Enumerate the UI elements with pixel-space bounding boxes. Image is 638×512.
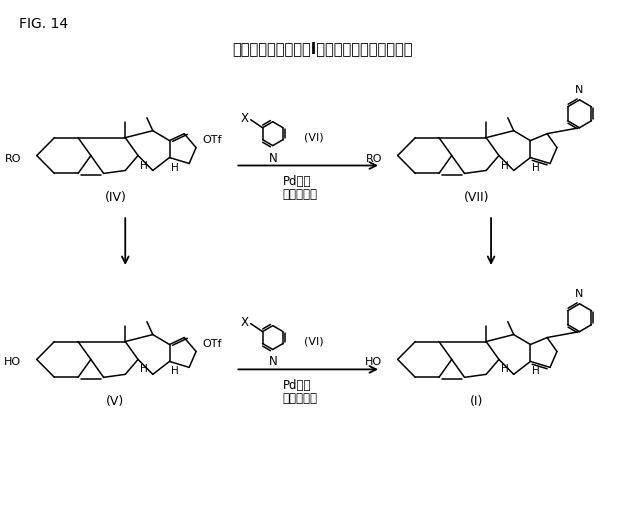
Text: OTf: OTf — [202, 338, 221, 349]
Text: X: X — [241, 112, 249, 125]
Text: N: N — [574, 85, 582, 95]
Text: H: H — [501, 161, 508, 170]
Text: H: H — [172, 162, 179, 173]
Text: N: N — [269, 152, 277, 164]
Text: (IV): (IV) — [105, 191, 126, 204]
Text: HO: HO — [365, 357, 382, 368]
Text: H: H — [140, 365, 148, 374]
Text: Pd触媒: Pd触媒 — [283, 176, 311, 188]
Text: H: H — [532, 162, 540, 173]
Text: H: H — [532, 367, 540, 376]
Text: (V): (V) — [107, 395, 124, 408]
Text: RO: RO — [4, 154, 21, 163]
Text: OTf: OTf — [202, 135, 221, 144]
Text: HO: HO — [4, 357, 21, 368]
Text: (VII): (VII) — [464, 191, 489, 204]
Text: N: N — [574, 289, 582, 299]
Text: (VI): (VI) — [304, 336, 324, 347]
Text: スキーム１０：式（I）のアビラテロンの生成: スキーム１０：式（I）のアビラテロンの生成 — [233, 41, 413, 57]
Text: 塩基、溶媒: 塩基、溶媒 — [283, 392, 318, 406]
Text: (I): (I) — [470, 395, 483, 408]
Text: H: H — [140, 161, 148, 170]
Text: 塩基、溶媒: 塩基、溶媒 — [283, 188, 318, 201]
Text: (VI): (VI) — [304, 133, 324, 143]
Text: FIG. 14: FIG. 14 — [19, 17, 68, 31]
Text: RO: RO — [366, 154, 382, 163]
Text: X: X — [241, 316, 249, 329]
Text: H: H — [172, 367, 179, 376]
Text: N: N — [269, 355, 277, 369]
Text: H: H — [501, 365, 508, 374]
Text: Pd触媒: Pd触媒 — [283, 379, 311, 392]
